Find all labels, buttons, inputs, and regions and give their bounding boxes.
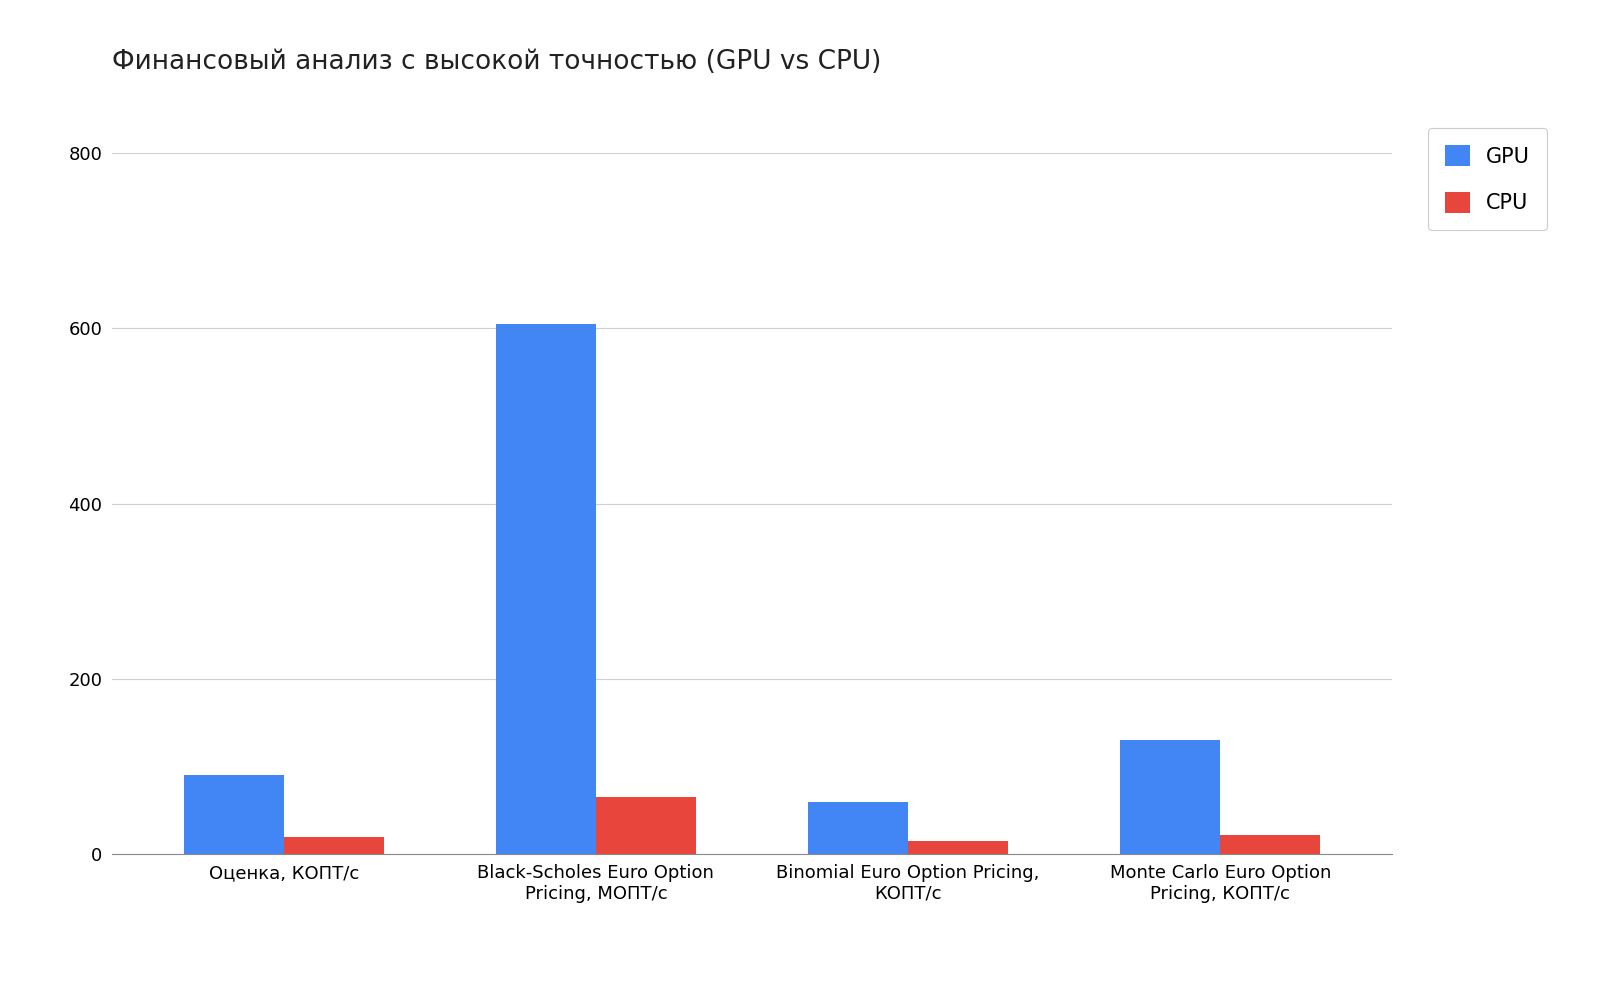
Bar (184, 776, 283, 854)
Bar (909, 842, 1008, 854)
Bar (1120, 740, 1221, 854)
Legend: GPU, CPU: GPU, CPU (1429, 129, 1547, 230)
Bar (496, 324, 595, 854)
Bar (808, 801, 909, 854)
Bar (1221, 835, 1320, 854)
Bar (595, 797, 696, 854)
Bar (283, 837, 384, 854)
Text: Финансовый анализ с высокой точностью (GPU vs CPU): Финансовый анализ с высокой точностью (G… (112, 49, 882, 75)
